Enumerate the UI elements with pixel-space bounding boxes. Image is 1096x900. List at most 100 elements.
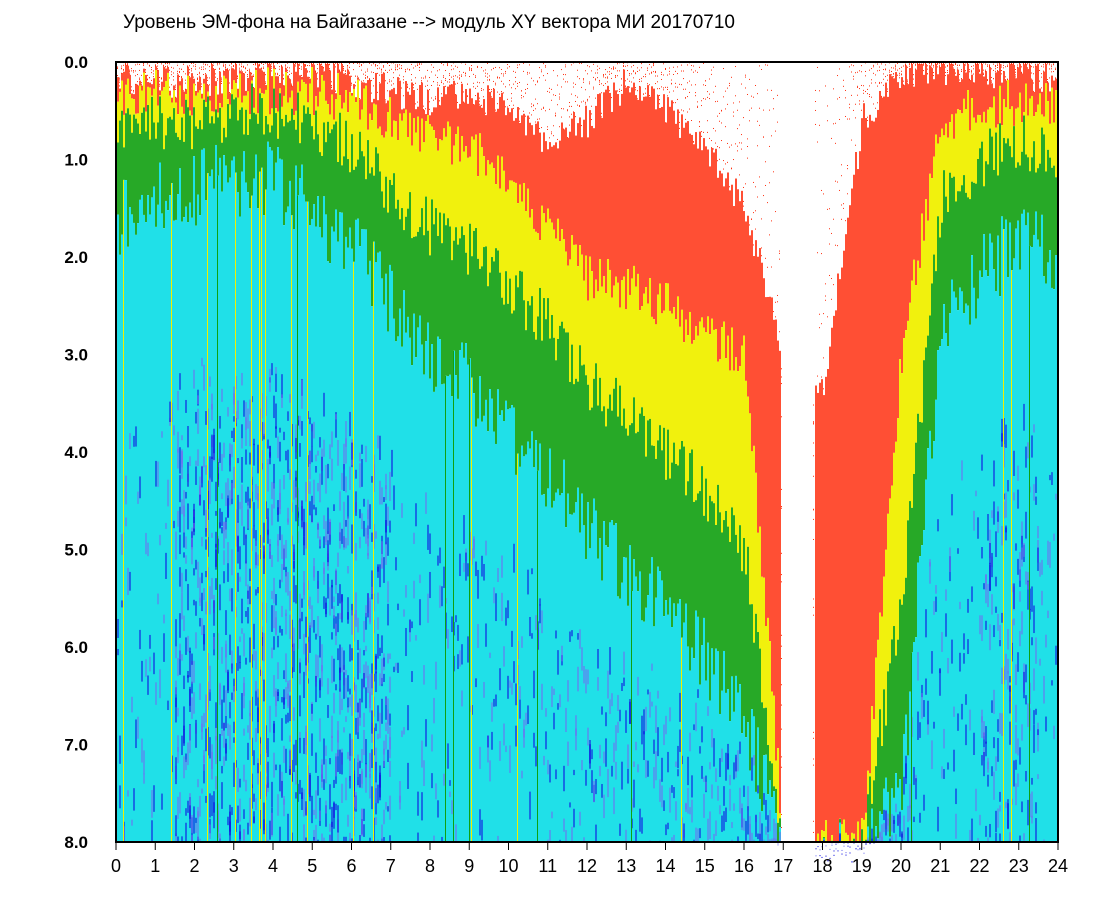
heatmap-column-200 [517, 64, 519, 842]
heatmap-column-398 [913, 62, 915, 842]
heatmap-column-111 [339, 62, 341, 843]
heatmap-column-401 [919, 62, 921, 842]
x-tick-label: 7 [386, 856, 396, 876]
y-tick-label: 5.0 [64, 541, 88, 560]
heatmap-column-289 [695, 70, 697, 842]
heatmap-column-258 [633, 64, 635, 842]
heatmap-column-142 [401, 65, 403, 842]
heatmap-column-124 [365, 71, 367, 842]
x-tick-label: 5 [307, 856, 317, 876]
heatmap-column-423 [963, 62, 965, 842]
heatmap-column-103 [323, 66, 325, 843]
heatmap-column-43 [203, 63, 205, 842]
heatmap-column-24 [165, 63, 167, 843]
heatmap-column-312 [741, 83, 743, 842]
heatmap-column-296 [709, 78, 711, 842]
heatmap-column-259 [635, 72, 637, 842]
heatmap-column-226 [569, 102, 571, 842]
heatmap-column-418 [953, 62, 955, 843]
heatmap-column-321 [759, 65, 761, 842]
heatmap-column-427 [971, 65, 973, 843]
heatmap-column-406 [929, 62, 931, 842]
x-tick-label: 19 [852, 856, 872, 876]
heatmap-column-379 [875, 62, 877, 843]
heatmap-column-128 [373, 63, 375, 843]
heatmap-column-306 [729, 82, 731, 842]
heatmap-column-28 [173, 67, 175, 842]
heatmap-column-269 [655, 70, 657, 842]
heatmap-column-278 [673, 66, 675, 842]
heatmap-column-430 [977, 62, 979, 843]
heatmap-column-67 [251, 62, 253, 842]
heatmap-column-244 [605, 69, 607, 842]
heatmap-column-305 [727, 87, 729, 842]
heatmap-column-164 [445, 70, 447, 842]
heatmap-column-189 [495, 66, 497, 842]
heatmap-column-375 [867, 88, 869, 842]
chart-title: Уровень ЭМ-фона на Байгазане --> модуль … [123, 12, 735, 33]
heatmap-column-61 [239, 62, 241, 843]
heatmap-column-225 [567, 81, 569, 842]
heatmap-column-127 [371, 64, 373, 843]
heatmap-column-408 [933, 64, 935, 842]
heatmap-column-170 [457, 66, 459, 842]
heatmap-column-285 [687, 64, 689, 842]
heatmap-column-224 [565, 64, 567, 842]
heatmap-column-146 [409, 68, 411, 842]
heatmap-column-135 [387, 63, 389, 842]
heatmap-column-322 [761, 68, 763, 842]
heatmap-column-6 [129, 69, 131, 842]
heatmap-column-87 [291, 72, 293, 843]
heatmap-column-271 [659, 88, 661, 842]
heatmap-column-218 [553, 70, 555, 842]
heatmap-column-113 [343, 66, 345, 842]
x-tick-label: 11 [538, 856, 557, 876]
heatmap-column-123 [363, 62, 365, 842]
heatmap-column-429 [975, 62, 977, 842]
heatmap-column-387 [891, 67, 893, 842]
heatmap-column-248 [613, 66, 615, 842]
heatmap-column-37 [191, 62, 193, 842]
heatmap-column-422 [961, 69, 963, 843]
heatmap-column-288 [693, 65, 695, 842]
heatmap-column-266 [649, 63, 651, 842]
heatmap-column-300 [717, 100, 719, 842]
heatmap-column-197 [511, 87, 513, 842]
heatmap-column-154 [425, 75, 427, 842]
heatmap-column-156 [429, 77, 431, 842]
heatmap-column-451 [1019, 62, 1021, 842]
heatmap-column-372 [861, 65, 863, 843]
heatmap-column-161 [439, 69, 441, 842]
heatmap-column-435 [987, 64, 989, 842]
heatmap-column-119 [355, 75, 357, 842]
heatmap-column-137 [391, 62, 393, 843]
heatmap-column-290 [697, 71, 699, 842]
heatmap-column-2 [121, 65, 123, 842]
x-tick-label: 23 [1009, 856, 1029, 876]
heatmap-column-121 [359, 63, 361, 843]
heatmap-column-440 [997, 63, 999, 842]
x-tick-label: 21 [930, 856, 950, 876]
heatmap-column-126 [369, 62, 371, 842]
heatmap-column-230 [577, 69, 579, 842]
heatmap-column-331 [779, 250, 781, 843]
heatmap-column-155 [427, 69, 429, 842]
plot-area [117, 62, 1057, 863]
heatmap-column-267 [651, 66, 653, 842]
heatmap-column-458 [1033, 66, 1035, 843]
heatmap-column-50 [217, 62, 219, 843]
heatmap-column-348 [813, 404, 814, 833]
heatmap-column-250 [617, 63, 619, 842]
heatmap-column-411 [939, 62, 941, 842]
heatmap-column-274 [665, 67, 667, 842]
heatmap-column-317 [751, 95, 753, 842]
heatmap-column-206 [529, 64, 531, 842]
heatmap-column-211 [539, 67, 541, 842]
heatmap-column-194 [505, 70, 507, 842]
heatmap-column-57 [231, 62, 233, 843]
heatmap-column-172 [461, 62, 463, 842]
heatmap-column-450 [1017, 64, 1019, 842]
heatmap-column-231 [579, 62, 581, 842]
heatmap-column-464 [1045, 62, 1047, 843]
heatmap-column-389 [895, 64, 897, 842]
